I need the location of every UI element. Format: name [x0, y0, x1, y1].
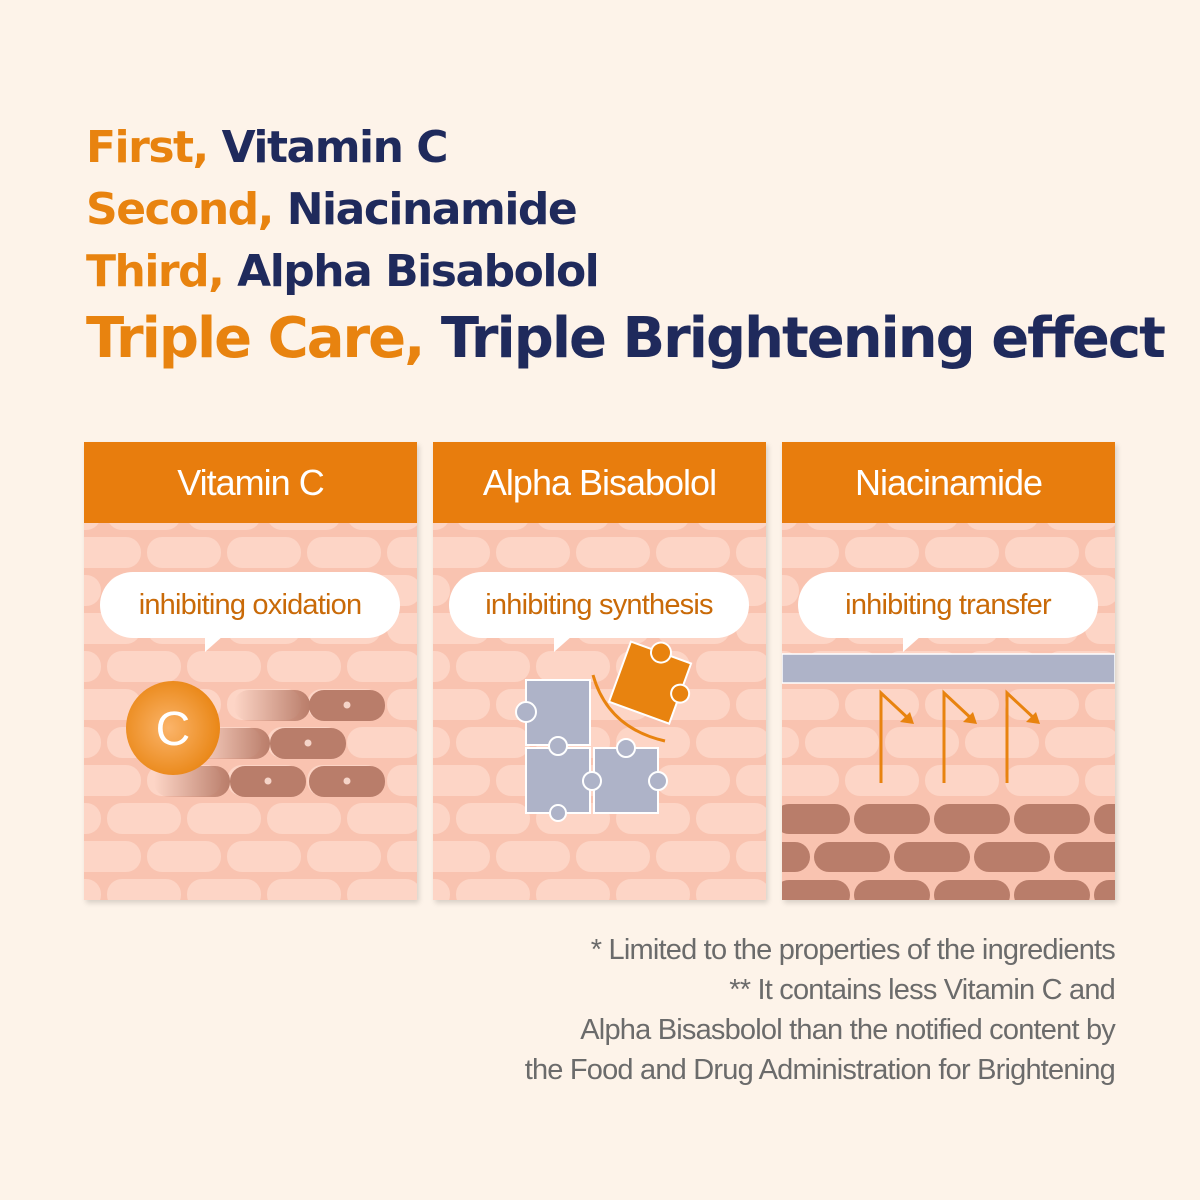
card-title: Alpha Bisabolol — [433, 442, 766, 523]
footnotes: * Limited to the properties of the ingre… — [524, 930, 1116, 1090]
svg-text:C: C — [156, 703, 191, 756]
headline-line-2: Second, Niacinamide — [86, 184, 578, 235]
headline-lead: Second, — [86, 184, 274, 235]
caption-bubble: inhibiting transfer — [798, 572, 1098, 652]
footnote: ** It contains less Vitamin C and — [729, 974, 1116, 1006]
card-title: Niacinamide — [782, 442, 1115, 523]
card-title: Vitamin C — [84, 442, 417, 523]
headline-line-4: Triple Care, Triple Brightening effect — [86, 306, 1166, 371]
headline-rest: Vitamin C — [221, 122, 449, 173]
puzzle-icon — [515, 679, 668, 822]
headline-rest: Triple Brightening effect — [440, 306, 1166, 371]
headline-line-3: Third, Alpha Bisabolol — [86, 246, 600, 297]
transfer-arrows-icon — [879, 689, 1038, 783]
headline-lead: Third, — [86, 246, 225, 297]
headline-lead: First, — [86, 122, 209, 173]
headline-lead: Triple Care, — [86, 306, 425, 371]
footnote: * Limited to the properties of the ingre… — [590, 934, 1116, 966]
caption-bubble: inhibiting oxidation — [100, 572, 400, 652]
headline-line-1: First, Vitamin C — [86, 122, 449, 173]
footnote: the Food and Drug Administration for Bri… — [524, 1054, 1116, 1086]
caption-bubble: inhibiting synthesis — [449, 572, 749, 652]
card-vitamin-c: Vitamin C C inhibiting oxidation — [84, 442, 417, 900]
card-alpha-bisabolol: Alpha Bisabolol inhibiting synthesis — [433, 442, 766, 900]
vitamin-c-icon: C — [126, 681, 220, 775]
headline-rest: Alpha Bisabolol — [237, 246, 600, 297]
footnote: Alpha Bisasbolol than the notified conte… — [580, 1014, 1116, 1046]
card-niacinamide: Niacinamide inhibiting transfer — [782, 442, 1115, 900]
headline-rest: Niacinamide — [286, 184, 578, 235]
